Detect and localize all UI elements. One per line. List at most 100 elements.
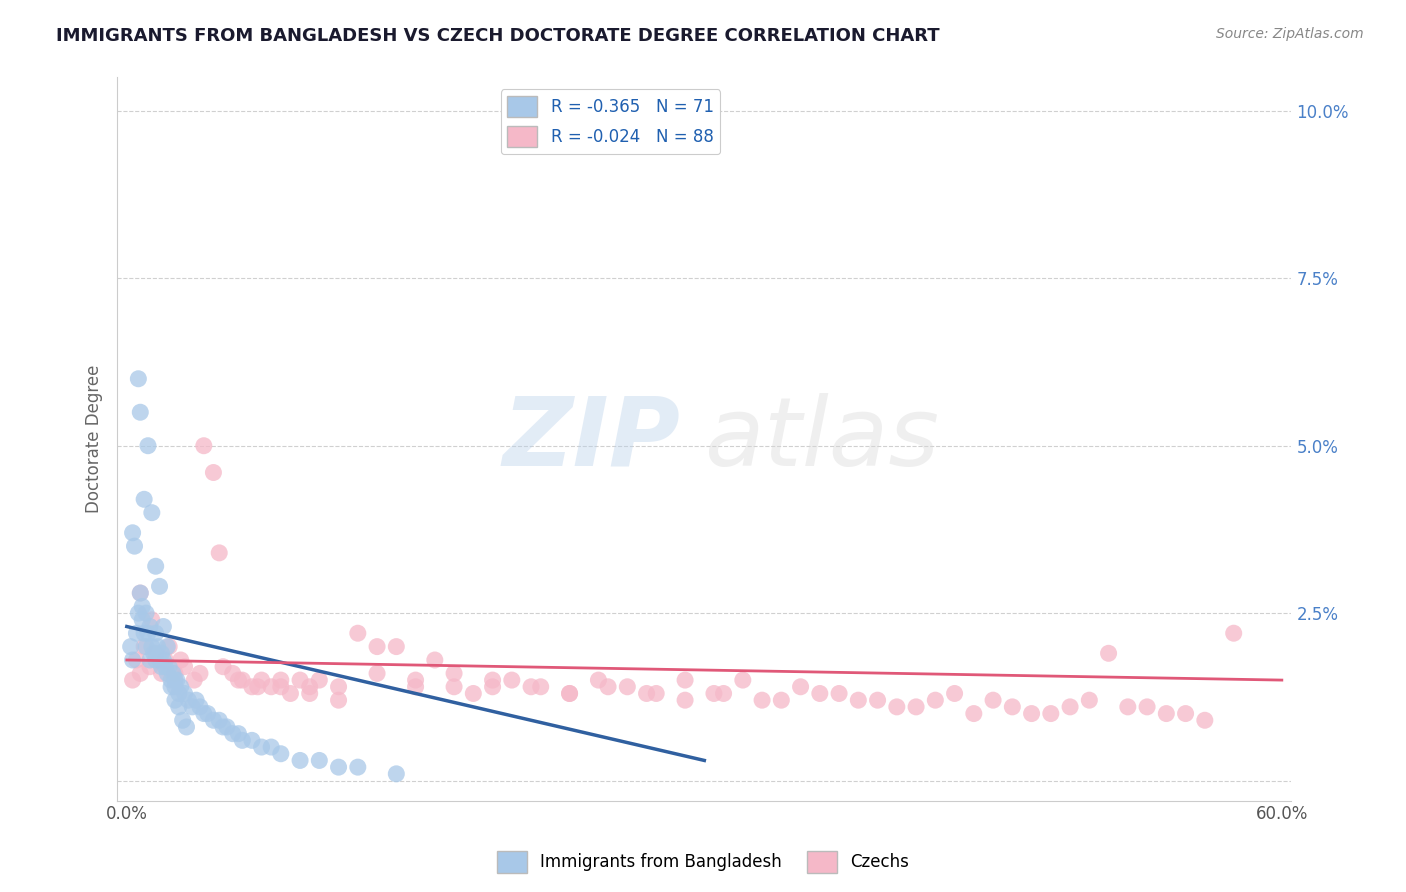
Point bbox=[924, 693, 946, 707]
Point bbox=[260, 740, 283, 755]
Point bbox=[163, 673, 186, 687]
Point bbox=[172, 713, 194, 727]
Point bbox=[221, 666, 243, 681]
Point bbox=[160, 673, 183, 687]
Point bbox=[163, 666, 186, 681]
Point bbox=[636, 686, 658, 700]
Point bbox=[160, 680, 183, 694]
Point bbox=[188, 666, 211, 681]
Point bbox=[129, 586, 152, 600]
Point bbox=[1078, 693, 1101, 707]
Point bbox=[157, 640, 180, 654]
Point bbox=[150, 646, 173, 660]
Text: IMMIGRANTS FROM BANGLADESH VS CZECH DOCTORATE DEGREE CORRELATION CHART: IMMIGRANTS FROM BANGLADESH VS CZECH DOCT… bbox=[56, 27, 939, 45]
Point bbox=[1194, 713, 1216, 727]
Point bbox=[157, 659, 180, 673]
Point bbox=[231, 673, 253, 687]
Text: ZIP: ZIP bbox=[503, 392, 681, 485]
Point bbox=[121, 653, 143, 667]
Point bbox=[463, 686, 485, 700]
Point bbox=[673, 693, 696, 707]
Point bbox=[141, 613, 163, 627]
Point bbox=[129, 586, 152, 600]
Point bbox=[212, 720, 235, 734]
Point bbox=[1222, 626, 1244, 640]
Point bbox=[443, 680, 465, 694]
Point bbox=[125, 653, 148, 667]
Point bbox=[135, 606, 157, 620]
Point bbox=[181, 699, 204, 714]
Point bbox=[943, 686, 966, 700]
Point bbox=[250, 673, 273, 687]
Point bbox=[481, 680, 503, 694]
Point bbox=[167, 699, 190, 714]
Point bbox=[167, 686, 190, 700]
Point bbox=[770, 693, 793, 707]
Point bbox=[328, 760, 350, 774]
Point bbox=[121, 525, 143, 540]
Point bbox=[176, 720, 198, 734]
Point bbox=[142, 646, 165, 660]
Point bbox=[673, 673, 696, 687]
Point bbox=[596, 680, 619, 694]
Point bbox=[231, 733, 253, 747]
Point bbox=[134, 640, 156, 654]
Point bbox=[141, 640, 163, 654]
Point bbox=[1156, 706, 1178, 721]
Text: atlas: atlas bbox=[704, 392, 939, 485]
Point bbox=[1116, 699, 1139, 714]
Point bbox=[139, 659, 162, 673]
Point bbox=[240, 733, 263, 747]
Point bbox=[645, 686, 668, 700]
Point bbox=[145, 626, 167, 640]
Point bbox=[588, 673, 610, 687]
Y-axis label: Doctorate Degree: Doctorate Degree bbox=[86, 365, 103, 513]
Point bbox=[197, 706, 219, 721]
Point bbox=[152, 653, 174, 667]
Point bbox=[173, 686, 195, 700]
Point bbox=[129, 666, 152, 681]
Point bbox=[125, 626, 148, 640]
Point bbox=[789, 680, 811, 694]
Point bbox=[1039, 706, 1062, 721]
Point bbox=[135, 640, 157, 654]
Point bbox=[208, 546, 231, 560]
Point bbox=[866, 693, 889, 707]
Point bbox=[156, 640, 179, 654]
Point bbox=[616, 680, 638, 694]
Point bbox=[145, 559, 167, 574]
Point bbox=[150, 666, 173, 681]
Point bbox=[1174, 706, 1197, 721]
Point bbox=[228, 726, 250, 740]
Point bbox=[221, 726, 243, 740]
Point bbox=[270, 680, 292, 694]
Point bbox=[184, 693, 207, 707]
Text: Source: ZipAtlas.com: Source: ZipAtlas.com bbox=[1216, 27, 1364, 41]
Point bbox=[713, 686, 735, 700]
Point bbox=[385, 767, 408, 781]
Point bbox=[188, 699, 211, 714]
Point bbox=[136, 439, 159, 453]
Point bbox=[298, 680, 321, 694]
Point bbox=[501, 673, 523, 687]
Point bbox=[246, 680, 269, 694]
Point bbox=[443, 666, 465, 681]
Point bbox=[308, 673, 330, 687]
Point bbox=[1136, 699, 1159, 714]
Point bbox=[558, 686, 581, 700]
Point bbox=[1021, 706, 1043, 721]
Point bbox=[530, 680, 553, 694]
Point bbox=[193, 706, 215, 721]
Point bbox=[127, 372, 149, 386]
Point bbox=[751, 693, 773, 707]
Point bbox=[250, 740, 273, 755]
Point bbox=[558, 686, 581, 700]
Point bbox=[731, 673, 754, 687]
Point bbox=[148, 653, 170, 667]
Point bbox=[145, 646, 167, 660]
Point bbox=[177, 693, 200, 707]
Point bbox=[129, 405, 152, 419]
Point bbox=[366, 666, 388, 681]
Point bbox=[170, 680, 193, 694]
Point bbox=[131, 599, 153, 614]
